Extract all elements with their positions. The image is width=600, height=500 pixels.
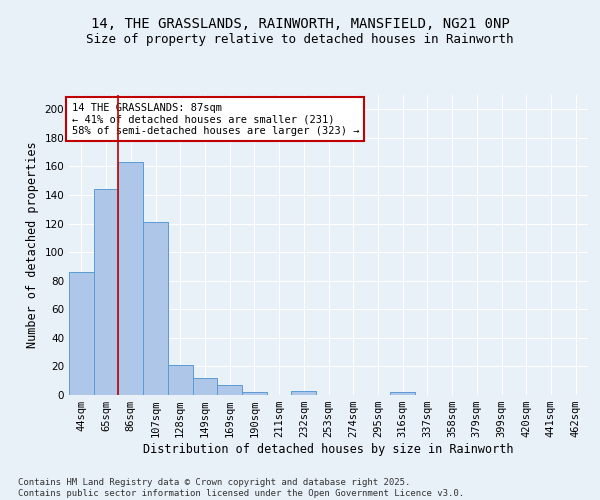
Bar — [118, 162, 143, 395]
Y-axis label: Number of detached properties: Number of detached properties — [26, 142, 39, 348]
Bar — [193, 378, 217, 395]
X-axis label: Distribution of detached houses by size in Rainworth: Distribution of detached houses by size … — [143, 443, 514, 456]
Bar — [143, 222, 168, 395]
Bar — [168, 365, 193, 395]
Bar — [94, 190, 118, 395]
Text: Contains HM Land Registry data © Crown copyright and database right 2025.
Contai: Contains HM Land Registry data © Crown c… — [18, 478, 464, 498]
Text: 14, THE GRASSLANDS, RAINWORTH, MANSFIELD, NG21 0NP: 14, THE GRASSLANDS, RAINWORTH, MANSFIELD… — [91, 18, 509, 32]
Text: Size of property relative to detached houses in Rainworth: Size of property relative to detached ho… — [86, 32, 514, 46]
Bar — [69, 272, 94, 395]
Bar — [292, 390, 316, 395]
Text: 14 THE GRASSLANDS: 87sqm
← 41% of detached houses are smaller (231)
58% of semi-: 14 THE GRASSLANDS: 87sqm ← 41% of detach… — [71, 102, 359, 136]
Bar — [217, 385, 242, 395]
Bar — [390, 392, 415, 395]
Bar — [242, 392, 267, 395]
